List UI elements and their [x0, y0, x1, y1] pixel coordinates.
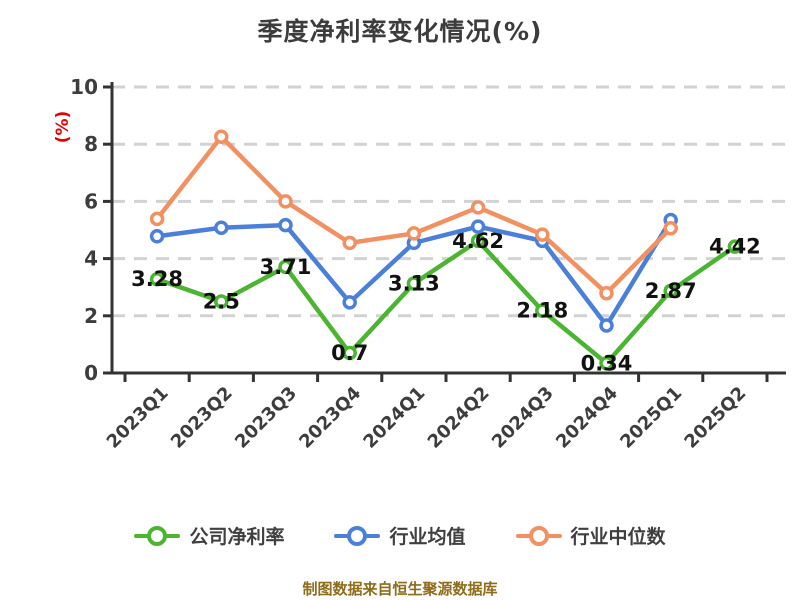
company-net-margin-data-label: 0.7 [331, 341, 368, 365]
x-tick-label: 2023Q4 [295, 383, 365, 453]
industry-median-point [406, 226, 422, 241]
company-net-margin-point [149, 271, 165, 287]
x-tick-label: 2024Q2 [424, 383, 494, 453]
axes [103, 82, 786, 382]
x-tick-label: 2024Q1 [359, 383, 429, 453]
x-tick-label: 2024Q3 [488, 383, 558, 453]
legend: 公司净利率 行业均值 行业中位数 [0, 522, 800, 549]
company-net-margin-data-label: 2.87 [645, 279, 697, 303]
industry-median-series [149, 129, 678, 301]
industry-median-line [154, 134, 673, 296]
company-net-margin-point [342, 345, 357, 361]
industry-median-point [278, 194, 293, 209]
y-tick-label: 8 [84, 132, 98, 156]
company-net-margin-series: 3.282.53.710.73.134.622.180.342.874.42 [131, 229, 761, 375]
legend-label: 公司净利率 [189, 526, 285, 548]
industry-average-point [214, 220, 229, 235]
industry-average-point [149, 229, 165, 244]
x-tick-label: 2025Q1 [616, 383, 686, 453]
company-net-margin-data-label: 0.34 [581, 351, 633, 375]
x-tick-label: 2025Q2 [680, 383, 750, 453]
company-net-margin-point [599, 356, 614, 371]
industry-median-point [663, 221, 678, 236]
legend-item-industry-median[interactable]: 行业中位数 [515, 522, 666, 549]
chart-canvas: 02468102023Q12023Q22023Q32023Q42024Q1202… [70, 75, 794, 453]
company-net-margin-point [727, 239, 743, 254]
source-caption: 制图数据来自恒生聚源数据库 [302, 580, 498, 598]
company-net-margin-data-label: 2.18 [516, 299, 568, 323]
y-tick-label: 6 [84, 189, 98, 213]
legend-item-industry-average[interactable]: 行业均值 [334, 522, 466, 549]
y-tick-label: 4 [84, 247, 98, 271]
x-tick-label: 2023Q3 [231, 383, 301, 453]
x-tick-label: 2023Q1 [103, 383, 173, 453]
x-axis-labels: 2023Q12023Q22023Q32023Q42024Q12024Q22024… [103, 383, 751, 453]
x-tick-label: 2024Q4 [552, 383, 622, 453]
y-tick-label: 2 [84, 304, 98, 328]
industry-median-point [535, 227, 550, 242]
y-axis-unit-label: (%) [53, 110, 73, 144]
company-net-margin-point [470, 233, 486, 249]
company-net-margin-data-label: 4.42 [709, 235, 761, 259]
legend-line-marker-icon [134, 525, 181, 546]
plot-area: 0 2 4 6 8 10 2023Q1 2023Q2 2023Q3 2023Q4 2024Q1 202… [53, 75, 794, 453]
industry-average-series [149, 212, 678, 333]
legend-item-company-net-margin[interactable]: 公司净利率 [134, 522, 284, 549]
company-net-margin-point [663, 283, 678, 299]
company-net-margin-data-label: 3.13 [388, 271, 440, 295]
industry-average-point [278, 217, 293, 233]
company-net-margin-data-label: 3.28 [131, 267, 183, 291]
legend-label: 行业中位数 [570, 526, 666, 548]
y-tick-label: 0 [84, 361, 98, 385]
legend-label: 行业均值 [389, 526, 466, 548]
company-net-margin-line [154, 238, 738, 366]
company-net-margin-point [214, 294, 229, 309]
company-net-margin-data-label: 2.5 [203, 290, 240, 314]
company-net-margin-point [406, 276, 422, 291]
y-tick-label: 10 [70, 75, 98, 99]
industry-median-point [342, 235, 357, 251]
y-axis-labels: 0 2 4 6 8 10 [70, 75, 98, 385]
industry-median-point [599, 285, 614, 301]
legend-line-marker-icon [334, 525, 381, 546]
x-tick-label: 2023Q2 [167, 383, 237, 453]
industry-median-point [214, 129, 229, 145]
chart-title: 季度净利率变化情况(%) [257, 17, 543, 46]
company-net-margin-point [278, 259, 293, 275]
industry-median-point [470, 200, 486, 215]
industry-average-point [470, 219, 486, 234]
legend-line-marker-icon [515, 525, 562, 546]
industry-median-point [149, 211, 165, 227]
company-net-margin-point [535, 303, 550, 318]
company-net-margin-data-label: 3.71 [260, 255, 312, 279]
industry-average-point [599, 318, 614, 333]
industry-average-point [342, 295, 357, 310]
